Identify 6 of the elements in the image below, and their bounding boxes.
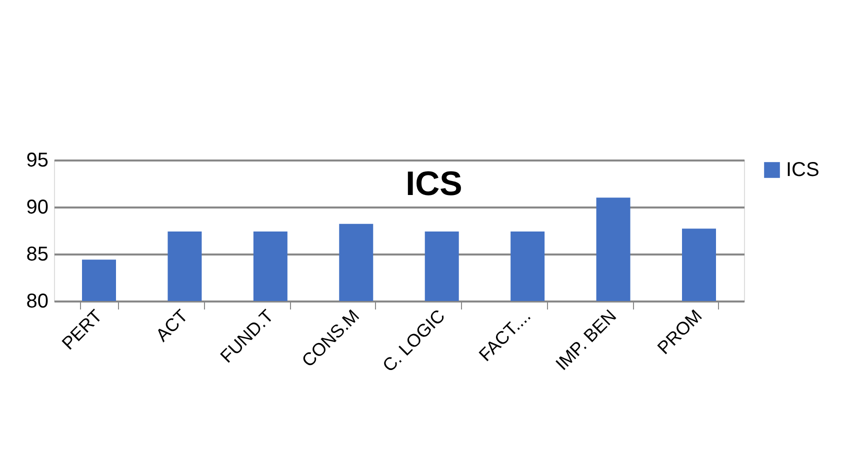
legend-label: ICS xyxy=(786,159,820,181)
y-tick-label: 85 xyxy=(26,244,48,266)
y-tick-label: 90 xyxy=(26,196,48,218)
y-tick-label: 95 xyxy=(26,150,48,172)
y-tick-label: 80 xyxy=(26,290,48,312)
chart-title: ICS xyxy=(406,165,462,203)
